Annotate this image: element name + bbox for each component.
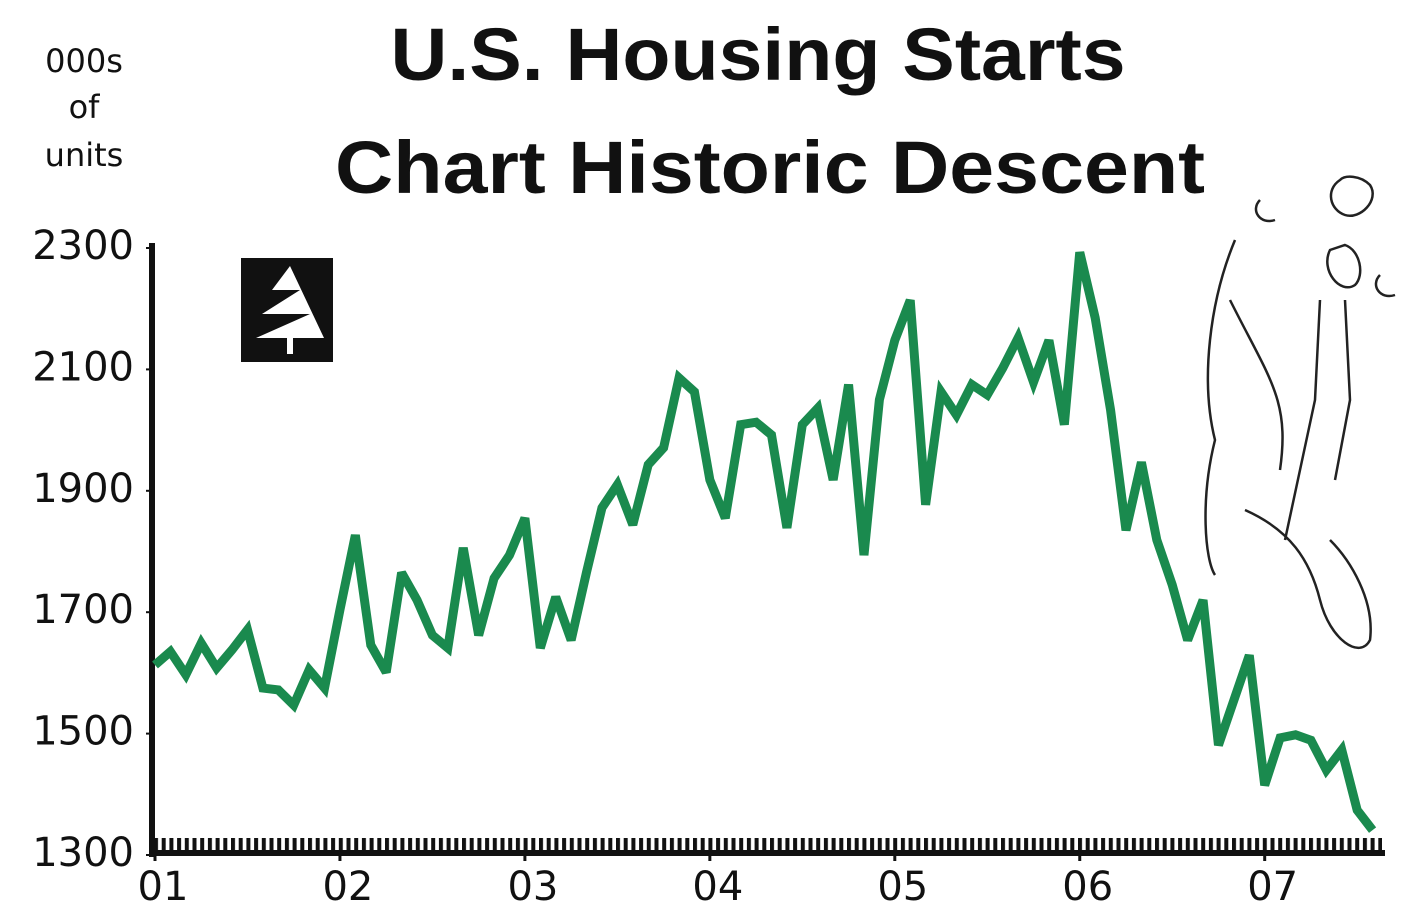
x-tick-label: 02 [322, 864, 373, 910]
y-axis-label: of [69, 88, 101, 126]
y-tick-label: 1700 [32, 587, 134, 633]
x-tick-label: 03 [507, 864, 558, 910]
y-axis-label: units [45, 136, 124, 174]
chart-title: U.S. Housing Starts [391, 13, 1126, 96]
x-tick-label: 06 [1062, 864, 1113, 910]
y-axis-label: 000s [45, 42, 123, 80]
y-tick-label: 2100 [32, 344, 134, 390]
y-tick-label: 1900 [32, 466, 134, 512]
chart-title: Chart Historic Descent [335, 126, 1205, 209]
chart: U.S. Housing Starts Chart Historic Desce… [0, 0, 1405, 910]
cowboy-illustration [1206, 177, 1395, 648]
x-tick-label: 04 [692, 864, 743, 910]
y-tick-label: 2300 [32, 223, 134, 269]
x-tick-label: 07 [1247, 864, 1298, 910]
logo [241, 258, 333, 362]
x-tick-label: 05 [877, 864, 928, 910]
x-tick-label: 01 [138, 864, 189, 910]
y-tick-label: 1500 [32, 709, 134, 755]
month-ticks [150, 838, 1382, 852]
y-tick-label: 1300 [32, 830, 134, 876]
data-line [155, 252, 1373, 830]
